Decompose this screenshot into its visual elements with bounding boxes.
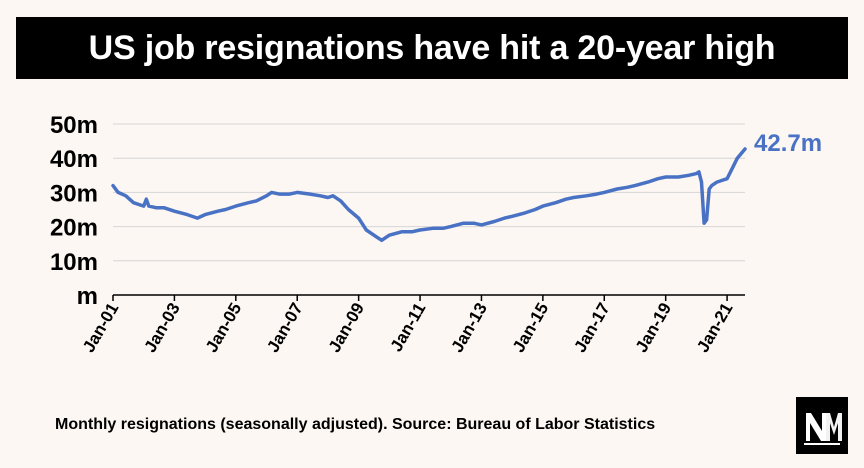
x-tick-label: Jan-11 xyxy=(387,300,430,355)
x-tick-label: Jan-07 xyxy=(263,300,306,356)
y-tick-label: m xyxy=(77,283,98,310)
nm-logo xyxy=(796,397,848,454)
x-tick-label: Jan-03 xyxy=(140,300,183,356)
x-tick-label: Jan-19 xyxy=(632,300,675,356)
x-tick-label: Jan-05 xyxy=(202,300,245,356)
y-tick-label: 30m xyxy=(50,180,98,207)
y-axis-ticks: m 10m 20m 30m 40m 50m xyxy=(50,112,98,310)
chart-title: US job resignations have hit a 20-year h… xyxy=(16,17,848,79)
y-tick-label: 50m xyxy=(50,112,98,139)
gridlines xyxy=(113,123,745,262)
x-axis-ticks: Jan-01 Jan-03 Jan-05 Jan-07 Jan-09 Jan-11 Jan-… xyxy=(79,295,737,356)
x-tick-label: Jan-17 xyxy=(570,300,613,356)
y-tick-label: 20m xyxy=(50,215,98,242)
end-value-label: 42.7m xyxy=(754,130,822,157)
x-tick-label: Jan-15 xyxy=(509,300,552,356)
series-line-resignations xyxy=(111,147,747,243)
x-tick-label: Jan-13 xyxy=(448,300,491,356)
y-tick-label: 40m xyxy=(50,146,98,173)
source-note: Monthly resignations (seasonally adjuste… xyxy=(55,416,656,433)
x-tick-label: Jan-09 xyxy=(325,300,368,356)
y-tick-label: 10m xyxy=(50,249,98,276)
x-tick-label: Jan-21 xyxy=(693,300,736,356)
